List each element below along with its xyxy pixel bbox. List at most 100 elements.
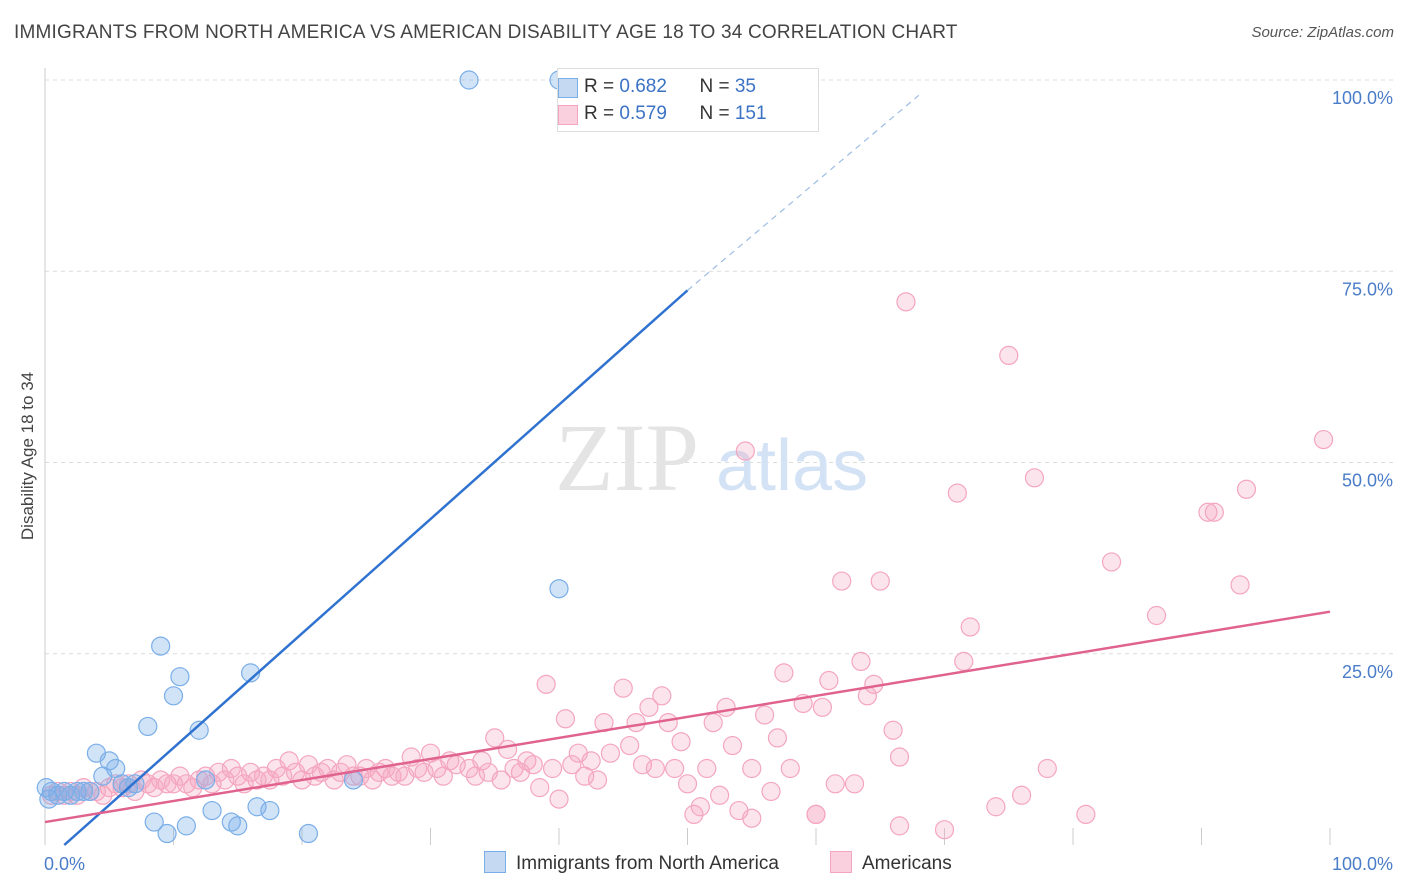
data-point: [157, 823, 177, 844]
trend-line-immigrants: [63, 289, 689, 846]
data-point: [600, 743, 621, 763]
data-point: [485, 728, 505, 748]
n-label: N =: [699, 103, 735, 124]
data-point: [735, 441, 755, 461]
data-point: [498, 739, 518, 759]
data-point: [196, 770, 216, 790]
data-point: [1146, 605, 1167, 626]
data-point: [819, 670, 839, 691]
data-point: [710, 785, 730, 805]
data-point: [549, 579, 569, 599]
r-value: 0.682: [619, 76, 667, 97]
data-point: [896, 292, 916, 312]
data-point: [363, 770, 383, 790]
data-point: [825, 774, 845, 794]
data-point: [581, 751, 601, 771]
y-tick-label: 100.0%: [1332, 88, 1393, 108]
legend-swatch-blue: [558, 78, 578, 98]
data-point: [549, 789, 569, 809]
data-point: [93, 785, 113, 805]
data-point: [774, 663, 794, 683]
data-point: [36, 778, 56, 798]
data-point: [716, 697, 736, 717]
data-point: [163, 686, 184, 706]
data-point: [189, 720, 209, 740]
chart-title: IMMIGRANTS FROM NORTH AMERICA VS AMERICA…: [14, 22, 958, 43]
data-point: [459, 70, 479, 90]
data-point: [986, 797, 1006, 817]
data-point: [645, 758, 665, 779]
legend-swatch-blue: [484, 851, 506, 873]
data-point: [934, 820, 955, 840]
legend-label: Immigrants from North America: [516, 853, 779, 874]
data-point: [658, 712, 678, 733]
data-point: [260, 800, 280, 821]
data-point: [954, 651, 974, 672]
data-point: [73, 781, 94, 802]
data-point: [632, 755, 653, 775]
data-point: [1313, 429, 1334, 450]
data-point: [697, 758, 717, 779]
legend-item-immigrants: Immigrants from North America: [484, 851, 779, 875]
data-point: [1076, 804, 1096, 825]
watermark-atlas: atlas: [716, 426, 868, 506]
data-point: [1024, 468, 1045, 488]
data-point: [202, 800, 222, 821]
legend-swatch-pink: [830, 851, 852, 873]
data-point: [298, 823, 319, 844]
grid-lines: [45, 79, 1395, 655]
data-point: [652, 686, 672, 706]
data-point: [1230, 575, 1250, 595]
data-point: [562, 755, 582, 775]
data-point: [722, 735, 743, 756]
data-point: [542, 758, 563, 779]
trend-lines: [44, 94, 1331, 846]
legend-swatch-pink: [558, 105, 578, 125]
data-point: [620, 735, 640, 756]
series-americans: [41, 292, 1334, 840]
data-point: [279, 751, 299, 771]
data-point: [960, 617, 980, 637]
data-point: [318, 758, 338, 779]
data-point: [780, 758, 800, 779]
data-point: [1037, 758, 1057, 779]
data-point: [555, 709, 576, 729]
chart-source: Source: ZipAtlas.com: [1251, 24, 1394, 41]
data-point: [170, 766, 190, 786]
data-point: [626, 712, 646, 733]
data-point: [703, 712, 723, 733]
legend-item-americans: Americans: [830, 851, 952, 875]
data-point: [530, 778, 550, 798]
data-point: [806, 804, 826, 825]
r-label: R =: [584, 103, 620, 124]
data-point: [215, 770, 235, 790]
r-label: R =: [584, 76, 620, 97]
data-point: [228, 816, 248, 836]
data-point: [151, 636, 171, 656]
data-point: [144, 778, 164, 798]
tick-labels: 25.0% 50.0% 75.0% 100.0% 0.0% 100.0%: [44, 88, 1393, 874]
legend-row-americans: R = 0.579 N = 151: [558, 103, 767, 125]
y-tick-label: 50.0%: [1342, 471, 1393, 491]
r-value: 0.579: [619, 103, 667, 124]
data-point: [812, 697, 833, 717]
data-point: [742, 758, 762, 779]
data-point: [889, 747, 910, 767]
data-point: [767, 728, 788, 748]
data-point: [247, 797, 267, 817]
data-point: [170, 667, 190, 687]
legend-row-immigrants: R = 0.682 N = 35: [558, 76, 756, 98]
data-point: [851, 651, 871, 672]
data-point: [491, 770, 511, 790]
data-point: [1236, 479, 1257, 499]
y-tick-label: 25.0%: [1342, 662, 1393, 682]
data-point: [754, 705, 775, 725]
x-tick-label: 100.0%: [1332, 854, 1393, 874]
correlation-legend: R = 0.682 N = 35 R = 0.579 N = 151: [557, 68, 819, 132]
data-point: [947, 483, 967, 503]
y-tick-label: 75.0%: [1342, 279, 1393, 299]
data-point: [1011, 785, 1032, 805]
n-label: N =: [699, 76, 735, 97]
data-point: [1198, 502, 1218, 522]
